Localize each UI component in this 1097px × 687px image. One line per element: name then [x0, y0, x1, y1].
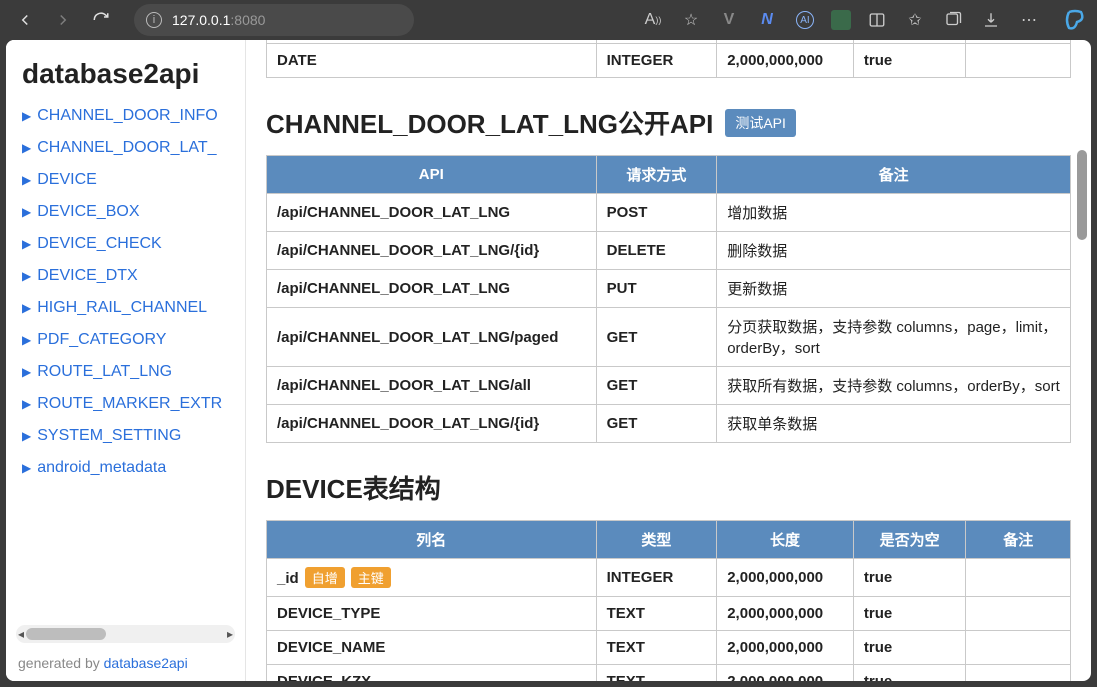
table-row: DATEINTEGER2,000,000,000true	[267, 44, 1071, 78]
footer-prefix: generated by	[18, 655, 104, 671]
wave-icon[interactable]: N	[755, 8, 779, 32]
table-row: DEVICE_NAMETEXT2,000,000,000true	[267, 631, 1071, 665]
sidebar-item[interactable]: ▶ ROUTE_MARKER_EXTR	[14, 388, 237, 420]
sidebar-item[interactable]: ▶ DEVICE_DTX	[14, 260, 237, 292]
sidebar-item[interactable]: ▶ SYSTEM_SETTING	[14, 420, 237, 452]
sidebar-item[interactable]: ▶ CHANNEL_DOOR_LAT_	[14, 132, 237, 164]
vertical-scrollbar[interactable]	[1075, 40, 1089, 681]
forward-button[interactable]	[48, 5, 78, 35]
favorites-icon[interactable]: ✩	[903, 8, 927, 32]
sidebar-item-label: ROUTE_LAT_LNG	[37, 363, 172, 381]
footer-link[interactable]: database2api	[104, 655, 188, 671]
device-table: 列名 类型 长度 是否为空 备注 _id自增主键INTEGER2,000,000…	[266, 520, 1071, 681]
sidebar-item[interactable]: ▶ ROUTE_LAT_LNG	[14, 356, 237, 388]
api-header-api: API	[267, 156, 597, 194]
sidebar: database2api ▶ CHANNEL_DOOR_INFO ▶ CHANNEL_…	[6, 40, 246, 681]
back-button[interactable]	[10, 5, 40, 35]
sidebar-item-label: DEVICE_CHECK	[37, 235, 161, 253]
triangle-icon: ▶	[22, 141, 31, 155]
table-row: DEVICE_KZXTEXT2,000,000,000true	[267, 665, 1071, 682]
sidebar-item[interactable]: ▶ DEVICE_BOX	[14, 196, 237, 228]
table-row: _id自增主键INTEGER2,000,000,000true	[267, 559, 1071, 597]
partial-table: CUSTOM_MARKER_ICONTEXT2,000,000,000trueD…	[266, 40, 1071, 78]
test-api-button[interactable]: 测试API	[725, 109, 796, 137]
sidebar-item-label: DEVICE_DTX	[37, 267, 137, 285]
content-area: CUSTOM_MARKER_ICONTEXT2,000,000,000trueD…	[246, 40, 1091, 681]
table-row: /api/CHANNEL_DOOR_LAT_LNG/{id}GET获取单条数据	[267, 405, 1071, 443]
sidebar-item-label: PDF_CATEGORY	[37, 331, 166, 349]
sidebar-item-label: CHANNEL_DOOR_LAT_	[37, 139, 216, 157]
triangle-icon: ▶	[22, 333, 31, 347]
sidebar-item[interactable]: ▶ DEVICE_CHECK	[14, 228, 237, 260]
device-header-note: 备注	[966, 521, 1071, 559]
read-aloud-icon[interactable]: A))	[641, 8, 665, 32]
sidebar-item-label: android_metadata	[37, 459, 166, 477]
triangle-icon: ▶	[22, 173, 31, 187]
sidebar-item-label: DEVICE_BOX	[37, 203, 139, 221]
device-header-col: 列名	[267, 521, 597, 559]
info-icon: i	[146, 12, 162, 28]
table-row: DEVICE_TYPETEXT2,000,000,000true	[267, 597, 1071, 631]
download-icon[interactable]	[979, 8, 1003, 32]
ai-icon[interactable]: AI	[793, 8, 817, 32]
device-section-header: DEVICE表结构	[266, 469, 1071, 506]
url-host: 127.0.0.1	[172, 12, 230, 28]
toolbar-icons: A)) ☆ V N AI ✩ ⋯	[641, 8, 1087, 32]
triangle-icon: ▶	[22, 237, 31, 251]
sidebar-item[interactable]: ▶ android_metadata	[14, 452, 237, 484]
device-header-null: 是否为空	[853, 521, 966, 559]
table-row: /api/CHANNEL_DOOR_LAT_LNGPOST增加数据	[267, 194, 1071, 232]
sidebar-hscroll[interactable]: ◂▸	[16, 625, 235, 643]
sidebar-item-label: CHANNEL_DOOR_INFO	[37, 107, 217, 125]
api-header-note: 备注	[717, 156, 1071, 194]
triangle-icon: ▶	[22, 429, 31, 443]
triangle-icon: ▶	[22, 269, 31, 283]
table-row: /api/CHANNEL_DOOR_LAT_LNG/allGET获取所有数据，支…	[267, 367, 1071, 405]
favorite-icon[interactable]: ☆	[679, 8, 703, 32]
table-row: /api/CHANNEL_DOOR_LAT_LNG/{id}DELETE删除数据	[267, 232, 1071, 270]
sidebar-item-label: ROUTE_MARKER_EXTR	[37, 395, 222, 413]
triangle-icon: ▶	[22, 109, 31, 123]
browser-toolbar: i 127.0.0.1:8080 A)) ☆ V N AI ✩ ⋯	[0, 0, 1097, 40]
api-header-method: 请求方式	[596, 156, 717, 194]
split-icon[interactable]	[865, 8, 889, 32]
api-section-title: CHANNEL_DOOR_LAT_LNG公开API	[266, 104, 713, 141]
table-row: /api/CHANNEL_DOOR_LAT_LNG/pagedGET分页获取数据…	[267, 308, 1071, 367]
api-section-header: CHANNEL_DOOR_LAT_LNG公开API 测试API	[266, 104, 1071, 141]
sidebar-item[interactable]: ▶ CHANNEL_DOOR_INFO	[14, 100, 237, 132]
triangle-icon: ▶	[22, 461, 31, 475]
sidebar-item-label: DEVICE	[37, 171, 97, 189]
refresh-button[interactable]	[86, 5, 116, 35]
triangle-icon: ▶	[22, 365, 31, 379]
triangle-icon: ▶	[22, 205, 31, 219]
sidebar-item[interactable]: ▶ DEVICE	[14, 164, 237, 196]
collections-icon[interactable]	[941, 8, 965, 32]
url-port: :8080	[230, 12, 265, 28]
address-bar[interactable]: i 127.0.0.1:8080	[134, 4, 414, 36]
sidebar-item[interactable]: ▶ PDF_CATEGORY	[14, 324, 237, 356]
more-icon[interactable]: ⋯	[1017, 8, 1041, 32]
sidebar-item-label: SYSTEM_SETTING	[37, 427, 181, 445]
page-viewport: database2api ▶ CHANNEL_DOOR_INFO ▶ CHANNEL_…	[6, 40, 1091, 681]
badge-pk: 主键	[351, 567, 391, 588]
api-table: API 请求方式 备注 /api/CHANNEL_DOOR_LAT_LNGPOS…	[266, 155, 1071, 443]
table-row: /api/CHANNEL_DOOR_LAT_LNGPUT更新数据	[267, 270, 1071, 308]
sidebar-title: database2api	[6, 40, 245, 100]
device-header-len: 长度	[717, 521, 854, 559]
device-header-type: 类型	[596, 521, 717, 559]
v-icon[interactable]: V	[717, 8, 741, 32]
triangle-icon: ▶	[22, 397, 31, 411]
triangle-icon: ▶	[22, 301, 31, 315]
sidebar-item-label: HIGH_RAIL_CHANNEL	[37, 299, 207, 317]
ext-icon[interactable]	[831, 10, 851, 30]
device-section-title: DEVICE表结构	[266, 469, 441, 506]
sidebar-list: ▶ CHANNEL_DOOR_INFO ▶ CHANNEL_DOOR_LAT_ ▶ DEV…	[6, 100, 245, 625]
sidebar-item[interactable]: ▶ HIGH_RAIL_CHANNEL	[14, 292, 237, 324]
sidebar-footer: generated by database2api	[6, 649, 245, 681]
copilot-icon[interactable]	[1063, 8, 1087, 32]
badge-auto: 自增	[305, 567, 345, 588]
